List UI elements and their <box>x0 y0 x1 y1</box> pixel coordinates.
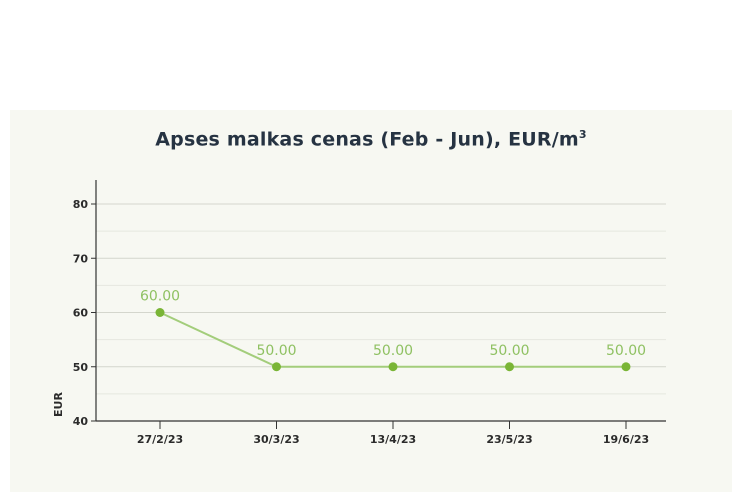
y-tick-label: 40 <box>73 415 89 428</box>
data-points <box>155 308 631 372</box>
y-tick-label: 70 <box>73 252 89 265</box>
y-tick-label: 60 <box>73 307 89 320</box>
data-point <box>155 308 165 317</box>
x-tick-label: 19/6/23 <box>603 433 649 446</box>
line-chart: 40 50 60 70 80 27/2/23 30/3/23 13/4/23 23/5/23 19… <box>52 180 666 446</box>
y-tick-label: 80 <box>73 198 89 211</box>
data-label: 50.00 <box>256 343 296 359</box>
y-axis-label: EUR <box>52 392 65 417</box>
data-label: 60.00 <box>140 289 180 305</box>
data-labels: 60.00 50.00 50.00 50.00 50.00 <box>140 289 646 359</box>
data-label: 50.00 <box>606 343 646 359</box>
gridlines <box>96 203 666 395</box>
data-point <box>272 362 281 372</box>
axes <box>91 180 666 429</box>
x-tick-label: 13/4/23 <box>370 433 416 446</box>
data-point <box>621 362 631 372</box>
data-point <box>505 362 514 372</box>
y-tick-label: 50 <box>73 361 89 374</box>
x-tick-label: 30/3/23 <box>253 433 299 446</box>
data-label: 50.00 <box>489 343 529 359</box>
tick-labels: 40 50 60 70 80 27/2/23 30/3/23 13/4/23 23/5/23 19… <box>73 198 649 446</box>
x-tick-label: 27/2/23 <box>137 433 183 446</box>
chart-card: Apses malkas cenas (Feb - Jun), EUR/m3 4… <box>10 110 732 492</box>
chart-title: Apses malkas cenas (Feb - Jun), EUR/m3 <box>155 128 587 151</box>
x-tick-label: 23/5/23 <box>486 433 532 446</box>
data-label: 50.00 <box>373 343 413 359</box>
data-point <box>388 362 398 372</box>
